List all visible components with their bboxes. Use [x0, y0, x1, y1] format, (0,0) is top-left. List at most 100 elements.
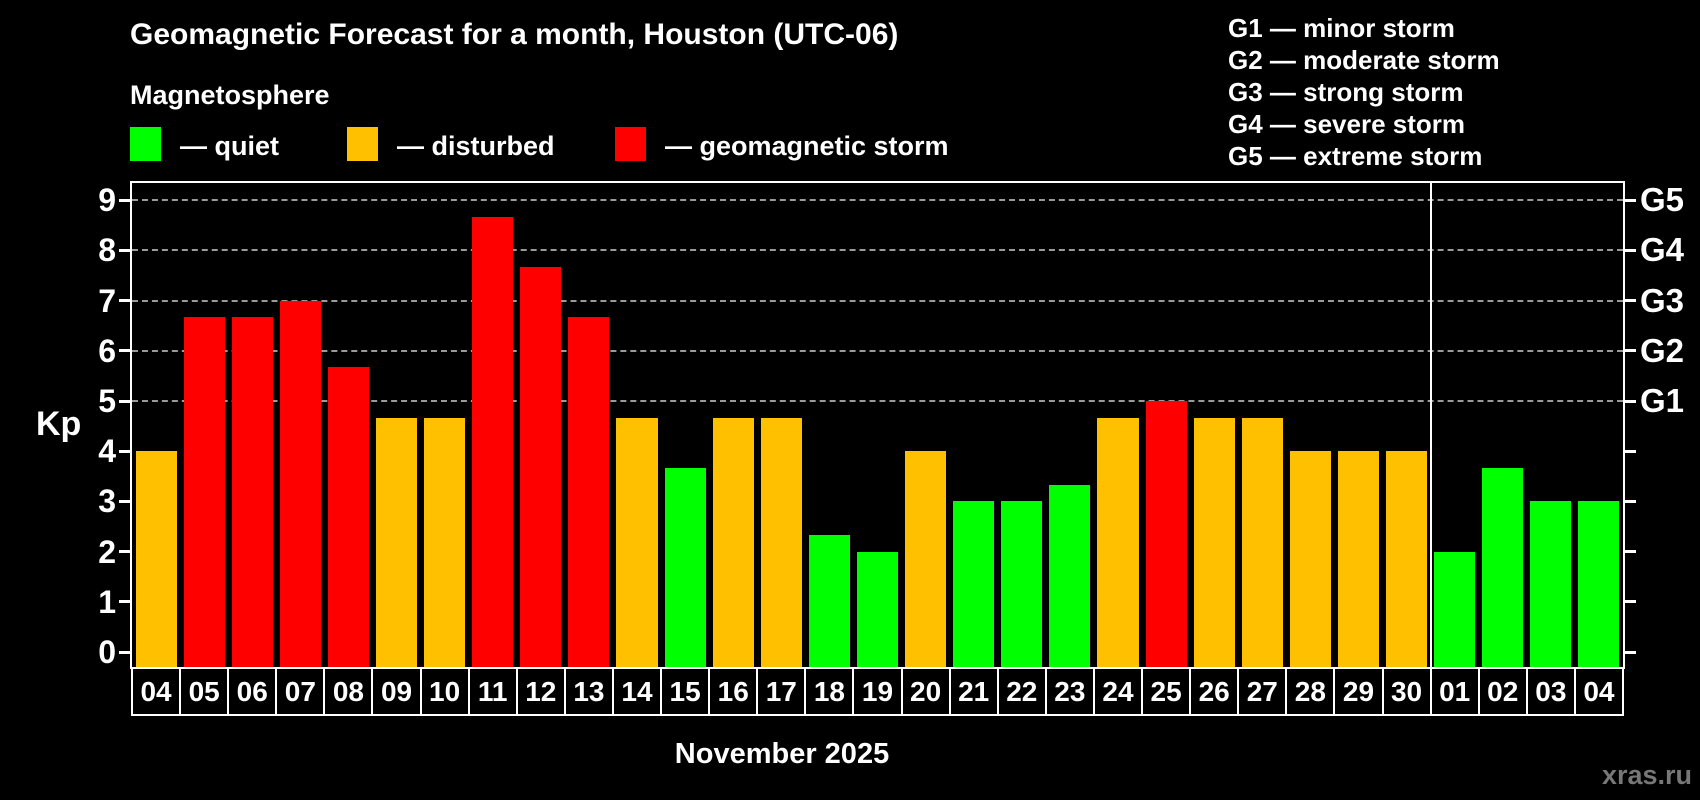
day-label-04-next-month: 04: [1573, 667, 1624, 716]
kp-bar-day-19: [856, 551, 899, 667]
day-label-11: 11: [467, 667, 518, 716]
kp-bar-day-06: [231, 317, 273, 667]
day-label-28: 28: [1285, 667, 1336, 716]
storm-legend-swatch: [615, 127, 646, 161]
right-axis-label-g1: G1: [1640, 382, 1685, 419]
kp-bar-day-08: [327, 367, 369, 667]
left-tick-kp3: [119, 499, 132, 503]
kp-bar-day-28: [1289, 451, 1331, 667]
y-tick-label-4: 4: [98, 433, 116, 470]
day-label-26: 26: [1189, 667, 1240, 716]
kp-bar-day-22: [1001, 501, 1043, 667]
kp-bar-day-20: [905, 451, 947, 667]
right-tick-kp8: [1623, 248, 1636, 252]
kp-bar-day-23: [1049, 484, 1091, 667]
y-tick-label-1: 1: [98, 583, 116, 620]
day-label-18: 18: [804, 667, 855, 716]
y-tick-label-7: 7: [98, 282, 116, 319]
day-label-30: 30: [1381, 667, 1432, 716]
kp-bar-day-30: [1386, 451, 1428, 667]
kp-bar-day-03: [1530, 501, 1572, 667]
day-label-21: 21: [948, 667, 999, 716]
plot-border: [130, 181, 1625, 669]
day-label-07: 07: [275, 667, 326, 716]
right-axis-label-g5: G5: [1640, 181, 1685, 219]
left-tick-kp5: [119, 399, 132, 403]
kp-bar-day-14: [616, 417, 658, 667]
disturbed-legend-label: — disturbed: [397, 131, 555, 161]
gridline-kp5: [132, 400, 1623, 402]
kp-bar-day-16: [712, 417, 754, 667]
right-tick-kp7: [1623, 299, 1636, 303]
left-tick-kp8: [119, 248, 132, 252]
kp-bar-day-10: [424, 417, 466, 667]
xras-watermark-link[interactable]: xras.ru: [1601, 760, 1692, 790]
kp-bar-day-02: [1482, 467, 1524, 667]
day-label-25: 25: [1141, 667, 1192, 716]
left-tick-kp0: [119, 650, 132, 654]
left-tick-kp6: [119, 349, 132, 353]
day-label-05: 05: [179, 667, 230, 716]
day-label-04: 04: [131, 667, 182, 716]
kp-bar-day-17: [760, 417, 802, 667]
day-label-22: 22: [996, 667, 1047, 716]
y-tick-label-2: 2: [98, 533, 116, 570]
day-label-27: 27: [1237, 667, 1288, 716]
y-tick-label-9: 9: [98, 182, 116, 219]
kp-bar-day-09: [375, 417, 418, 667]
day-label-09: 09: [371, 667, 422, 716]
kp-bar-day-05: [183, 317, 225, 667]
day-label-29: 29: [1333, 667, 1384, 716]
gridline-kp7: [132, 299, 1623, 302]
left-tick-kp1: [119, 600, 132, 604]
y-tick-label-6: 6: [98, 332, 116, 369]
y-tick-label-3: 3: [98, 483, 116, 520]
right-tick-kp6: [1623, 349, 1636, 353]
gridline-kp8: [132, 249, 1623, 252]
day-label-08: 08: [323, 667, 374, 716]
kp-bar-day-21: [953, 501, 995, 667]
y-tick-label-5: 5: [98, 383, 116, 419]
g5-legend-line: G5 — extreme storm: [1228, 141, 1483, 171]
day-label-10: 10: [419, 667, 470, 716]
day-label-17: 17: [756, 667, 807, 716]
day-label-16: 16: [708, 667, 759, 716]
kp-bar-day-11: [472, 216, 514, 667]
kp-bar-day-27: [1241, 417, 1283, 667]
kp-bar-day-07: [279, 300, 321, 667]
kp-bar-day-12: [520, 266, 562, 667]
y-tick-label-8: 8: [98, 232, 116, 269]
day-label-15: 15: [660, 667, 711, 716]
right-tick-kp2: [1623, 550, 1636, 554]
g3-legend-line: G3 — strong storm: [1228, 77, 1464, 107]
day-label-06: 06: [227, 667, 278, 716]
kp-bar-day-15: [664, 467, 706, 667]
g1-legend-line: G1 — minor storm: [1228, 13, 1455, 43]
right-tick-kp1: [1623, 600, 1636, 604]
kp-bar-day-04: [135, 451, 177, 667]
quiet-legend-swatch: [130, 127, 161, 161]
day-label-19: 19: [852, 667, 903, 716]
disturbed-legend-swatch: [347, 127, 378, 161]
kp-bar-day-26: [1193, 417, 1235, 667]
left-tick-kp7: [119, 299, 132, 303]
kp-bar-day-18: [808, 535, 850, 667]
chart-subtitle: Magnetosphere: [130, 80, 330, 110]
day-label-02-next-month: 02: [1477, 667, 1528, 716]
day-label-24: 24: [1092, 667, 1144, 716]
kp-bar-day-04: [1578, 501, 1620, 667]
day-label-13: 13: [563, 667, 614, 716]
day-label-03-next-month: 03: [1525, 667, 1576, 716]
gridline-kp6: [132, 349, 1623, 352]
kp-bar-day-25: [1145, 401, 1187, 667]
y-tick-label-0: 0: [98, 634, 116, 670]
day-label-01-next-month: 01: [1429, 667, 1480, 716]
right-tick-kp0: [1623, 650, 1636, 654]
month-separator-line: [1429, 183, 1432, 667]
gridline-kp9: [132, 199, 1623, 202]
right-axis-label-g4: G4: [1640, 231, 1685, 269]
right-axis-label-g3: G3: [1640, 281, 1685, 319]
y-axis-label: Kp: [36, 405, 82, 443]
right-axis-label-g2: G2: [1640, 331, 1685, 369]
